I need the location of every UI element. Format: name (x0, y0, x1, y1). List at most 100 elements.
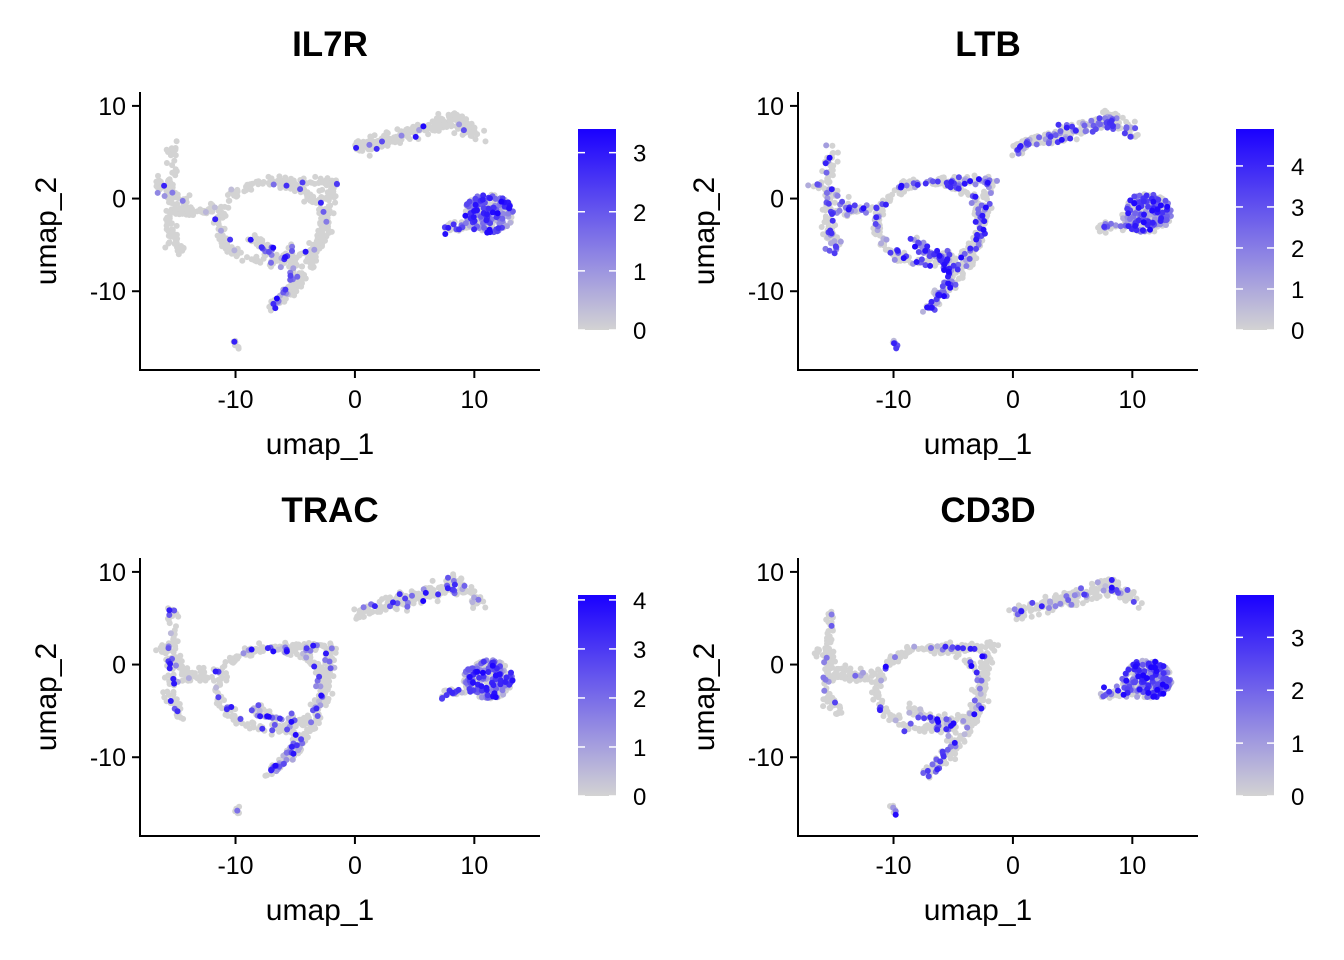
cell-point (455, 125, 461, 132)
cell-point (173, 231, 180, 238)
cell-point (947, 284, 954, 291)
cell-point (1109, 123, 1116, 130)
cell-point (944, 746, 951, 753)
cell-point (489, 662, 496, 669)
cell-point (170, 691, 177, 698)
cell-point (834, 149, 841, 156)
colorbar-tick-label: 2 (633, 200, 646, 227)
cell-point (893, 345, 900, 352)
cell-point (288, 710, 295, 717)
cell-point (887, 249, 894, 256)
cell-point (196, 664, 203, 671)
cell-point (805, 182, 812, 189)
cell-point (1073, 136, 1080, 143)
cell-point (324, 189, 331, 196)
cell-point (968, 686, 975, 693)
x-tick-label: 10 (460, 386, 488, 414)
colorbar (1236, 129, 1274, 330)
cell-point (153, 647, 160, 654)
cell-point (167, 196, 173, 203)
cell-point (291, 188, 298, 195)
cell-point (379, 605, 386, 612)
cell-point (233, 193, 240, 200)
cell-point (277, 264, 284, 271)
cell-point (1094, 579, 1101, 586)
cell-point (907, 235, 914, 242)
cell-point (1123, 118, 1130, 125)
cell-point (211, 677, 217, 684)
cell-point (169, 189, 176, 196)
cell-point (280, 760, 287, 767)
cell-point (298, 263, 305, 270)
cell-point (231, 247, 238, 254)
cell-point (313, 705, 320, 712)
cell-point (471, 208, 478, 214)
cell-point (836, 207, 843, 214)
cell-point (972, 193, 979, 200)
cell-point (822, 160, 829, 167)
cell-point (925, 773, 932, 780)
colorbar (578, 595, 616, 796)
cell-point (974, 231, 981, 238)
cell-point (839, 198, 846, 205)
cell-point (248, 707, 255, 714)
cell-point (927, 262, 934, 269)
colorbar-tick-label: 0 (1291, 318, 1304, 345)
cell-point (831, 199, 838, 206)
cell-point (826, 154, 833, 161)
cell-point (179, 677, 186, 684)
cell-point (451, 130, 458, 137)
cell-point (1138, 600, 1145, 607)
cell-point (462, 212, 469, 219)
cell-point (460, 121, 467, 128)
cell-point (262, 772, 269, 779)
cell-point (162, 244, 169, 251)
cell-point (939, 283, 946, 290)
cell-point (950, 262, 957, 269)
cell-point (892, 654, 898, 661)
cell-point (328, 645, 335, 652)
cell-point (1131, 193, 1138, 200)
x-tick-label: 0 (1006, 386, 1020, 414)
cell-point (445, 112, 452, 119)
cell-point (309, 261, 316, 268)
cell-point (325, 205, 331, 212)
cell-point (879, 672, 886, 679)
cell-point (924, 304, 931, 311)
cell-point (316, 187, 323, 194)
cell-point (948, 178, 955, 185)
cell-point (487, 195, 493, 202)
cell-point (1088, 117, 1095, 124)
cell-point (852, 672, 859, 679)
x-tick-label: -10 (217, 852, 253, 880)
cell-point (836, 710, 843, 716)
cell-point (297, 278, 304, 285)
cell-point (873, 204, 880, 211)
cell-point (456, 121, 463, 128)
cell-point (301, 198, 308, 205)
cell-point (1124, 205, 1131, 212)
cell-point (480, 658, 487, 665)
cell-point (416, 127, 423, 133)
cell-point (985, 698, 992, 705)
cell-point (300, 716, 307, 723)
cell-point (406, 136, 413, 142)
cell-point (1121, 130, 1128, 137)
cell-point (949, 750, 956, 757)
plot-title: LTB (955, 25, 1020, 64)
cell-point (165, 692, 172, 698)
x-tick-label: -10 (875, 386, 911, 414)
cell-point (1029, 606, 1036, 613)
cell-point (234, 188, 241, 195)
cell-point (431, 126, 438, 132)
cell-point (313, 241, 320, 248)
cell-point (435, 591, 442, 598)
cell-point (1134, 693, 1141, 700)
cell-point (481, 224, 488, 231)
cell-point (282, 286, 289, 293)
cell-point (323, 218, 330, 225)
cell-point (825, 179, 832, 186)
cell-point (354, 613, 361, 620)
cell-point (317, 199, 324, 206)
